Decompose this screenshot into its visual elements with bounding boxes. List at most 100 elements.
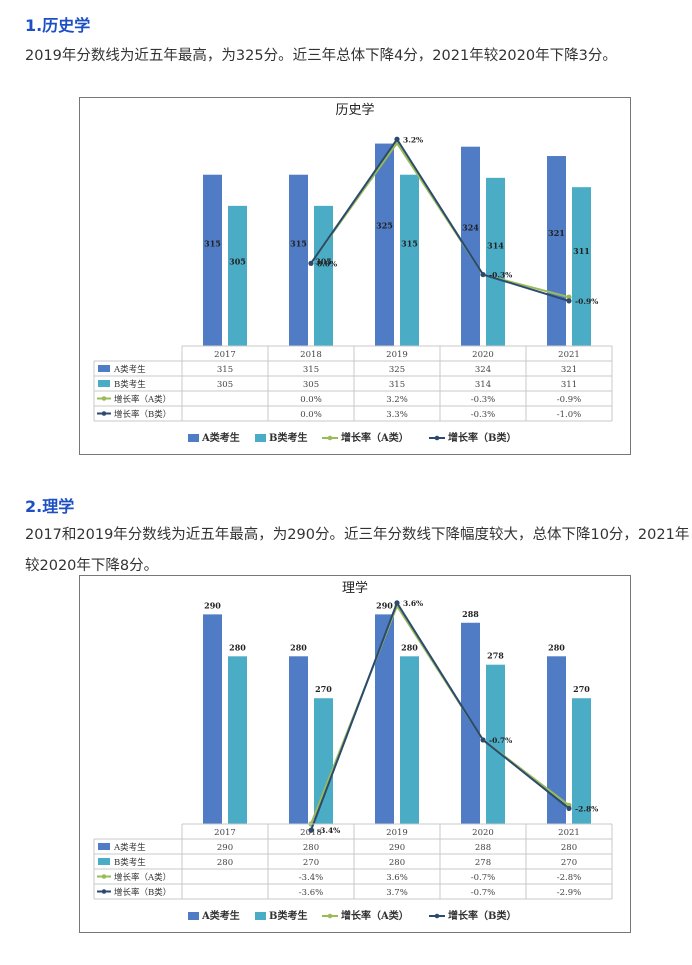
table-cell-0-2021: 280 [561, 843, 577, 853]
table-cell-3-2021: -1.0% [557, 410, 581, 420]
bar-a-2021 [547, 656, 566, 824]
table-cell-3-2020: -0.7% [471, 888, 495, 898]
table-cell-1-2018: 305 [303, 380, 319, 390]
bar-b-2021 [572, 187, 591, 346]
table-key-0 [98, 365, 110, 372]
table-cell-2-2020: -0.3% [471, 395, 495, 405]
bar-b-2020 [486, 664, 505, 824]
table-key-0 [98, 843, 110, 850]
bar-label-a-2017: 290 [204, 600, 221, 610]
table-cell-2-2019: 3.6% [386, 873, 408, 883]
table-header-2017: 2017 [214, 828, 236, 838]
table-header-2021: 2021 [558, 828, 580, 838]
table-row-name-1: B类考生 [114, 857, 146, 868]
point-a-3 [566, 294, 572, 300]
point-b-3 [566, 805, 572, 812]
bar-a-2020 [461, 622, 480, 824]
point-b-2 [480, 271, 486, 278]
table-header-2018: 2018 [300, 828, 322, 838]
table-cell-0-2018: 315 [303, 365, 319, 375]
bar-b-2021 [572, 698, 591, 824]
table-cell-1-2018: 270 [303, 858, 319, 868]
table-row-name-3: 增长率（B类） [114, 409, 171, 420]
table-header-2017: 2017 [214, 350, 236, 360]
table-cell-3-2018: 0.0% [300, 410, 322, 420]
bar-label-a-2018: 315 [290, 239, 307, 249]
table-cell-0-2020: 288 [475, 843, 491, 853]
bar-b-2020 [486, 177, 505, 346]
table-cell-3-2020: -0.3% [471, 410, 495, 420]
point-b-1 [394, 136, 400, 142]
legend-dot-3 [434, 435, 440, 441]
table-key-1 [98, 858, 110, 865]
legend-dot-3 [434, 913, 440, 919]
table-key-dot-2 [101, 874, 107, 879]
bar-a-2020 [461, 146, 480, 346]
legend-dot-2 [327, 435, 333, 441]
bar-label-a-2019: 290 [376, 600, 393, 610]
science-chart: 理学 290 280 280 270 290 280 288 278 280 270 -3.4% 3.6… [93, 580, 613, 922]
table-cell-1-2017: 305 [217, 380, 233, 390]
table-cell-1-2021: 270 [561, 858, 577, 868]
line-label-2019: 3.2% [403, 135, 423, 144]
bar-b-2017 [228, 656, 247, 824]
section-1-paragraph: 2019年分数线为近五年最高，为325分。近三年总体下降4分，2021年较202… [25, 48, 617, 64]
bar-a-2019 [375, 614, 394, 824]
point-b-3 [566, 298, 572, 304]
bar-a-2019 [375, 143, 394, 346]
bar-label-a-2017: 315 [204, 239, 221, 249]
table-cell-3-2019: 3.7% [386, 888, 408, 898]
table-cell-1-2019: 280 [389, 858, 405, 868]
table-cell-2-2018: -3.4% [299, 873, 323, 883]
section-2-heading: 2.理学 [25, 497, 75, 516]
bar-label-b-2018: 270 [315, 684, 332, 694]
history-chart: 历史学 315 305 315 305 325 315 324 314 321 311 0.0% 3.2… [93, 102, 613, 444]
table-key-dot-3 [101, 889, 107, 894]
legend-swatch-0 [188, 434, 199, 442]
table-cell-2-2019: 3.2% [386, 395, 408, 405]
point-b-2 [480, 737, 486, 743]
chart-title: 历史学 [335, 102, 374, 118]
table-row-name-1: B类考生 [114, 379, 146, 390]
bar-label-b-2018: 305 [315, 257, 332, 267]
table-cell-2-2021: -0.9% [557, 395, 581, 405]
point-b-0 [308, 260, 314, 266]
bar-label-b-2017: 280 [229, 642, 246, 652]
table-cell-0-2018: 280 [303, 843, 319, 853]
table-cell-0-2017: 290 [217, 843, 233, 853]
line-b [310, 137, 570, 302]
table-cell-0-2020: 324 [475, 365, 491, 375]
table-key-1 [98, 380, 110, 387]
legend-swatch-0 [188, 912, 199, 920]
legend-label-3: 增长率（B类） [448, 431, 516, 444]
line-label-2020: -0.3% [489, 271, 512, 280]
table-cell-1-2020: 278 [475, 858, 491, 868]
bar-label-a-2019: 325 [376, 221, 393, 231]
table-cell-0-2021: 321 [561, 365, 577, 375]
table-key-dot-2 [101, 396, 107, 401]
bar-label-b-2019: 280 [401, 642, 418, 652]
legend-label-1: B类考生 [269, 909, 307, 922]
line-label-2018: -3.4% [317, 826, 340, 835]
table-cell-3-2018: -3.6% [299, 888, 323, 898]
table-key-dot-3 [101, 411, 107, 416]
bar-b-2019 [400, 174, 419, 346]
bar-label-a-2021: 321 [548, 228, 565, 238]
line-label-2018: 0.0% [317, 259, 337, 268]
bar-a-2018 [289, 174, 308, 346]
section-1-heading: 1.历史学 [25, 16, 91, 35]
bar-label-b-2020: 314 [487, 240, 504, 250]
table-cell-0-2019: 290 [389, 843, 405, 853]
point-b-1 [394, 600, 400, 606]
table-row-name-2: 增长率（A类） [114, 872, 171, 883]
legend-label-2: 增长率（A类） [341, 909, 409, 922]
table-header-2020: 2020 [472, 350, 494, 360]
table-cell-2-2018: 0.0% [300, 395, 322, 405]
legend-label-1: B类考生 [269, 431, 307, 444]
table-cell-0-2017: 315 [217, 365, 233, 375]
chart-title: 理学 [342, 580, 368, 596]
table-row-name-0: A类考生 [113, 842, 146, 853]
bar-label-a-2020: 288 [462, 609, 479, 619]
line-a [310, 603, 570, 825]
bar-a-2017 [203, 614, 222, 824]
